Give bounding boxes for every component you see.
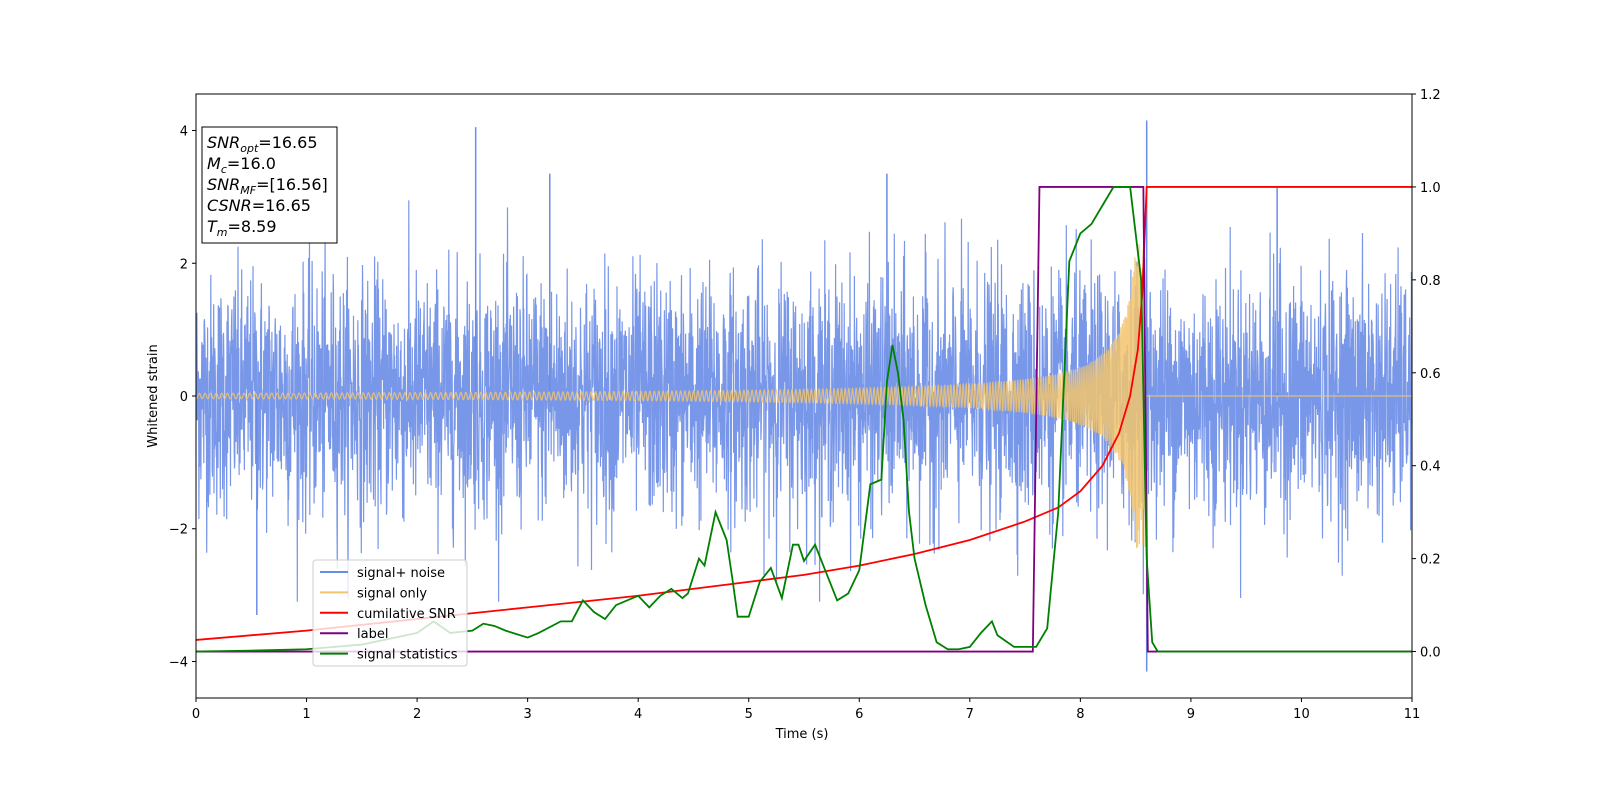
series-line-signal-statistics — [196, 186, 1412, 653]
x-tick-label: 1 — [302, 707, 310, 722]
x-tick-label: 5 — [745, 707, 753, 722]
info-line: Tm=8.59 — [207, 217, 277, 239]
x-tick-label: 3 — [523, 707, 531, 722]
x-axis-label: Time (s) — [775, 727, 829, 742]
y-axis-right: 0.0 0.2 0.4 0.6 0.8 1.0 1.2 — [1412, 88, 1441, 661]
info-line: Mc=16.0 — [207, 154, 276, 176]
y-tick-label: 4 — [180, 125, 188, 140]
y-tick-label: −2 — [169, 523, 188, 538]
y-tick-label: −4 — [169, 655, 188, 670]
legend: signal+ noise signal only cumilative SNR la… — [312, 559, 468, 667]
x-tick-label: 11 — [1404, 707, 1421, 722]
info-line: SNRopt=16.65 — [207, 133, 318, 155]
y-tick-label: 0 — [180, 390, 188, 405]
series-line-cumilative-snr — [196, 186, 1412, 641]
y-tick-label: 2 — [180, 257, 188, 272]
x-tick-label: 8 — [1076, 707, 1084, 722]
series-layer — [196, 120, 1412, 672]
y2-tick-label: 0.4 — [1420, 460, 1441, 475]
x-tick-label: 4 — [634, 707, 642, 722]
series-line-signal-only — [196, 244, 1412, 549]
x-tick-label: 6 — [855, 707, 863, 722]
info-line: CSNR=16.65 — [207, 196, 311, 215]
info-line: SNRMF=[16.56] — [207, 175, 328, 197]
legend-label: label — [357, 627, 388, 642]
series-line-signal-noise — [196, 200, 1412, 602]
legend-label: signal+ noise — [357, 566, 445, 581]
y2-tick-label: 0.2 — [1420, 553, 1441, 568]
y-axis-label: Whitened strain — [146, 344, 161, 447]
x-tick-label: 0 — [192, 707, 200, 722]
y2-tick-label: 1.2 — [1420, 88, 1441, 103]
legend-label: signal only — [357, 586, 427, 601]
x-tick-label: 9 — [1187, 707, 1195, 722]
y2-tick-label: 1.0 — [1420, 181, 1441, 196]
y-axis-left: −4 −2 0 2 4 — [169, 125, 196, 670]
x-tick-label: 7 — [966, 707, 974, 722]
info-box: SNRopt=16.65Mc=16.0SNRMF=[16.56]CSNR=16.… — [201, 126, 338, 244]
x-axis: 0 1 2 3 4 5 6 7 8 9 10 11 — [192, 698, 1420, 722]
info-box-frame — [201, 126, 338, 244]
legend-label: cumilative SNR — [357, 607, 456, 622]
legend-label: signal statistics — [357, 648, 458, 663]
x-tick-label: 2 — [413, 707, 421, 722]
y2-tick-label: 0.6 — [1420, 367, 1441, 382]
x-tick-label: 10 — [1293, 707, 1310, 722]
legend-frame — [312, 559, 468, 667]
y2-tick-label: 0.0 — [1420, 646, 1441, 661]
y2-tick-label: 0.8 — [1420, 274, 1441, 289]
